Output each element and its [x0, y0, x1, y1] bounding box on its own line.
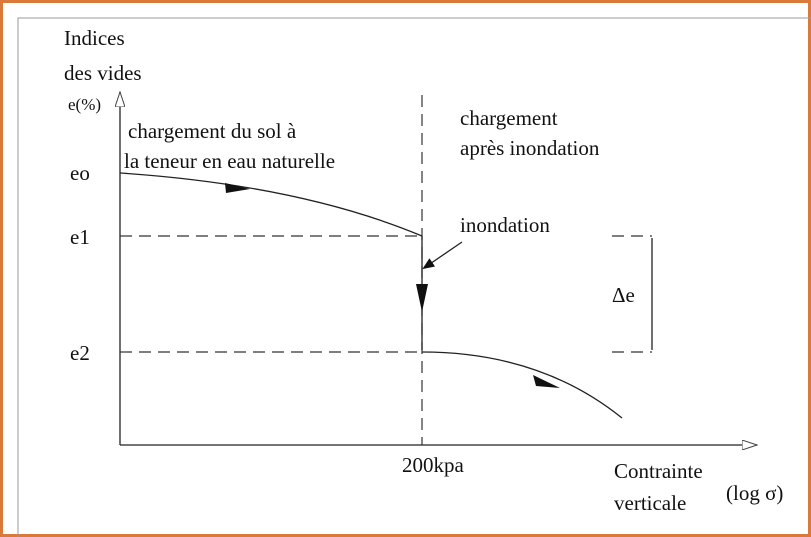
- event-label: inondation: [460, 213, 550, 237]
- phase-label: chargement du sol à: [128, 119, 297, 143]
- curve-after: [421, 351, 623, 419]
- curve-before: [119, 172, 423, 237]
- inner-frame: [17, 17, 811, 537]
- collapse-arrow: [416, 284, 428, 312]
- y-label: e(%): [68, 95, 101, 114]
- event-pointer: [422, 241, 463, 270]
- phase-label: chargement: [460, 106, 558, 130]
- level-label: e1: [70, 225, 90, 249]
- level-label: eo: [70, 161, 90, 185]
- y-label: des vides: [64, 61, 142, 85]
- x-label: verticale: [614, 491, 686, 515]
- y-label: Indices: [64, 26, 125, 50]
- phase-label: après inondation: [460, 136, 600, 160]
- phase-label: la teneur en eau naturelle: [124, 149, 335, 173]
- curve-arrow: [533, 375, 560, 388]
- delta-label: Δe: [612, 283, 635, 307]
- curve-arrow: [225, 183, 250, 193]
- x-marker: 200kpa: [402, 453, 465, 477]
- level-label: e2: [70, 341, 90, 365]
- x-label: Contrainte: [614, 459, 703, 483]
- x-scale-note: (log σ): [726, 481, 783, 505]
